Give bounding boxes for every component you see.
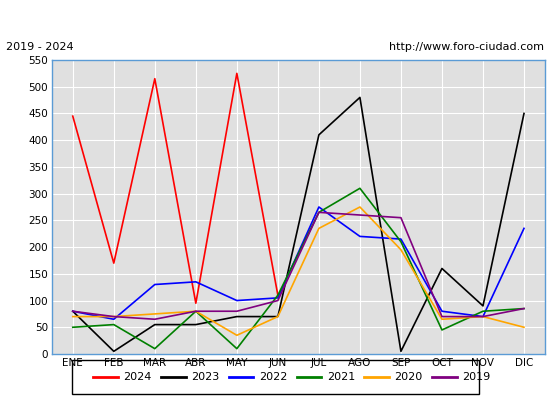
Text: 2020: 2020 [394, 372, 423, 382]
Text: Evolucion Nº Turistas Nacionales en el municipio de Galinduste: Evolucion Nº Turistas Nacionales en el m… [65, 10, 485, 24]
Text: 2019 - 2024: 2019 - 2024 [6, 42, 73, 52]
Text: 2023: 2023 [191, 372, 219, 382]
Text: 2024: 2024 [123, 372, 152, 382]
Text: 2019: 2019 [463, 372, 491, 382]
Text: http://www.foro-ciudad.com: http://www.foro-ciudad.com [389, 42, 544, 52]
FancyBboxPatch shape [72, 360, 478, 394]
Text: 2022: 2022 [259, 372, 287, 382]
Text: 2021: 2021 [327, 372, 355, 382]
